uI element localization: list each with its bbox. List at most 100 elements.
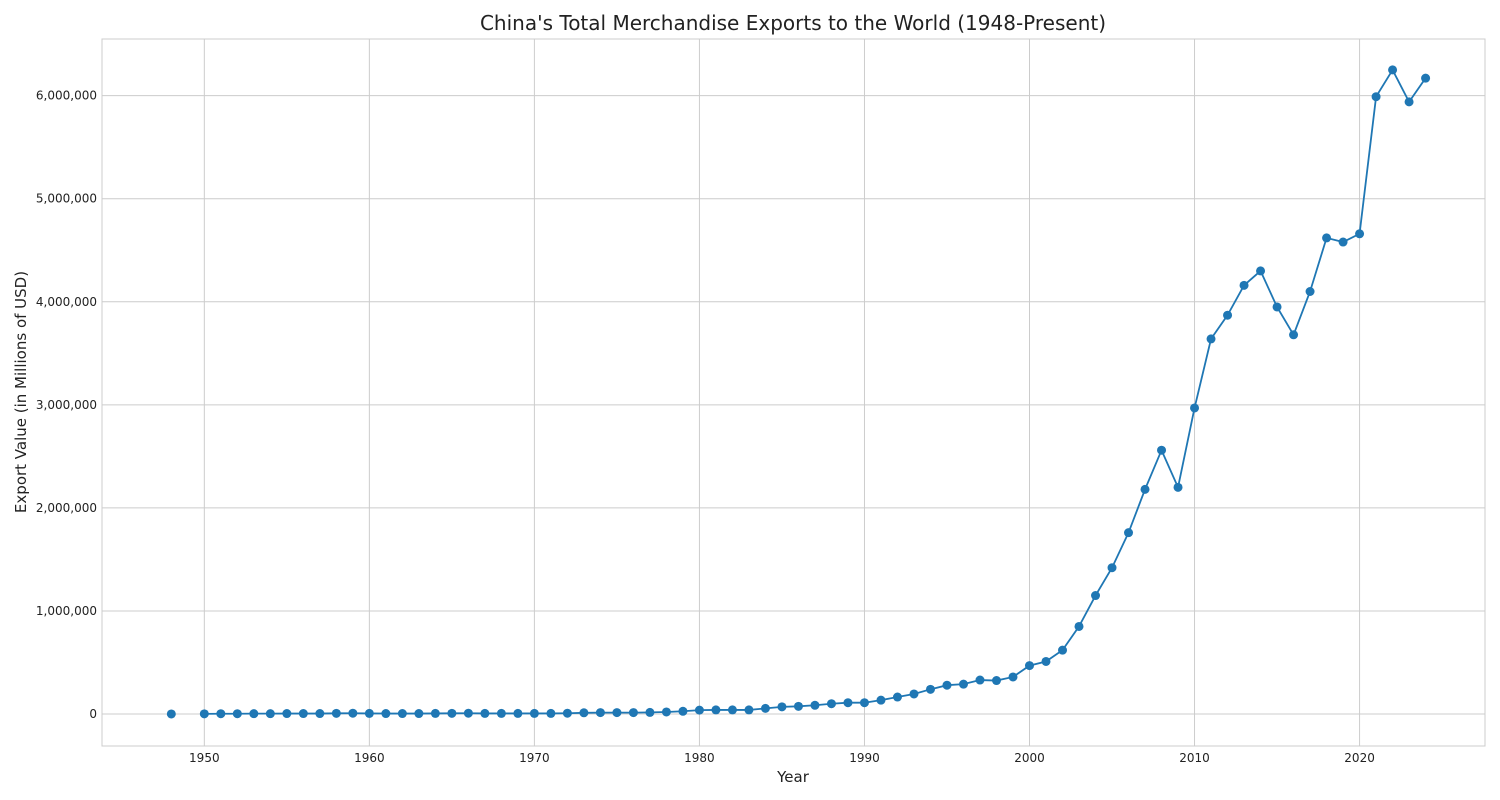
data-point	[1041, 656, 1051, 666]
data-point	[1107, 563, 1117, 573]
series-points	[166, 65, 1431, 719]
data-point	[282, 709, 292, 719]
data-point	[298, 709, 308, 719]
data-point	[463, 708, 473, 718]
data-point	[1421, 73, 1431, 83]
x-tick-label: 1950	[189, 751, 220, 765]
series-line	[204, 68, 1427, 715]
plot-frame	[101, 38, 1486, 747]
data-point	[430, 708, 440, 718]
x-tick-labels: 1950 1960 1970 1980 1990 2000 2010 2020	[189, 751, 1375, 765]
gridlines	[102, 39, 1485, 746]
x-tick-label: 2020	[1344, 751, 1375, 765]
data-point	[546, 708, 556, 718]
data-point	[364, 708, 374, 718]
data-point	[1190, 403, 1200, 413]
chart-title: China's Total Merchandise Exports to the…	[480, 11, 1106, 35]
data-point	[892, 692, 902, 702]
data-point	[232, 709, 242, 719]
data-point	[1223, 310, 1233, 320]
data-point	[645, 707, 655, 717]
data-point	[744, 705, 754, 715]
data-point	[612, 708, 622, 718]
y-tick-label: 6,000,000	[36, 89, 97, 103]
data-point	[265, 709, 275, 719]
data-point	[529, 708, 539, 718]
data-point	[1338, 237, 1348, 247]
data-point	[1091, 591, 1101, 601]
y-tick-label: 1,000,000	[36, 604, 97, 618]
data-point	[1025, 661, 1034, 671]
data-point	[958, 679, 968, 689]
data-point	[859, 698, 869, 708]
data-point	[661, 707, 671, 717]
data-point	[925, 684, 935, 694]
data-point	[216, 709, 226, 719]
data-point	[447, 708, 457, 718]
data-point	[1008, 672, 1018, 682]
data-point	[249, 709, 259, 719]
data-point	[562, 708, 572, 718]
data-point	[991, 676, 1001, 686]
data-point	[579, 708, 589, 718]
data-point	[595, 708, 605, 718]
data-point	[1388, 65, 1398, 75]
data-point	[777, 702, 787, 712]
data-point	[711, 705, 721, 715]
y-tick-label: 2,000,000	[36, 501, 97, 515]
data-point	[975, 675, 985, 685]
data-point	[1074, 621, 1084, 631]
data-point	[843, 698, 853, 708]
data-point	[727, 705, 737, 715]
data-point	[1173, 482, 1183, 492]
x-tick-label: 2010	[1179, 751, 1210, 765]
y-axis-label: Export Value (in Millions of USD)	[12, 271, 30, 513]
data-point	[331, 708, 341, 718]
x-tick-label: 1980	[684, 751, 715, 765]
x-tick-label: 1990	[849, 751, 880, 765]
data-point	[760, 703, 770, 713]
data-point	[1305, 287, 1315, 296]
data-point	[1322, 233, 1332, 243]
data-point	[793, 701, 803, 711]
x-axis-label: Year	[776, 768, 810, 786]
data-point	[1124, 528, 1134, 538]
data-point	[1239, 280, 1249, 290]
data-point	[496, 708, 506, 718]
data-point	[678, 706, 688, 716]
data-point	[1355, 229, 1365, 239]
data-point	[480, 708, 490, 718]
data-point	[1371, 92, 1381, 102]
y-tick-label: 5,000,000	[36, 192, 97, 206]
series-lines	[204, 68, 1427, 715]
data-point	[414, 709, 424, 719]
data-point	[315, 709, 325, 719]
x-tick-label: 2000	[1014, 751, 1045, 765]
y-tick-labels: 0 1,000,000 2,000,000 3,000,000 4,000,000 5,0…	[36, 89, 97, 721]
y-tick-label: 4,000,000	[36, 295, 97, 309]
data-point	[909, 689, 919, 699]
data-point	[942, 680, 952, 690]
data-point	[1272, 302, 1282, 312]
x-tick-label: 1960	[354, 751, 385, 765]
y-tick-label: 0	[89, 707, 97, 721]
data-point	[876, 695, 886, 705]
data-point	[1289, 330, 1299, 340]
data-point	[199, 709, 209, 719]
data-point	[1404, 97, 1414, 107]
y-tick-label: 3,000,000	[36, 398, 97, 412]
data-point	[694, 705, 704, 715]
data-point	[1256, 266, 1266, 276]
data-point	[1058, 645, 1068, 655]
data-point	[1140, 484, 1150, 494]
data-point	[826, 699, 836, 709]
data-point	[397, 709, 407, 719]
data-point	[810, 700, 820, 710]
data-point	[348, 708, 358, 718]
data-point	[628, 708, 638, 718]
data-point	[1157, 445, 1167, 455]
data-point	[1206, 334, 1216, 344]
x-tick-label: 1970	[519, 751, 550, 765]
data-point	[166, 709, 176, 719]
